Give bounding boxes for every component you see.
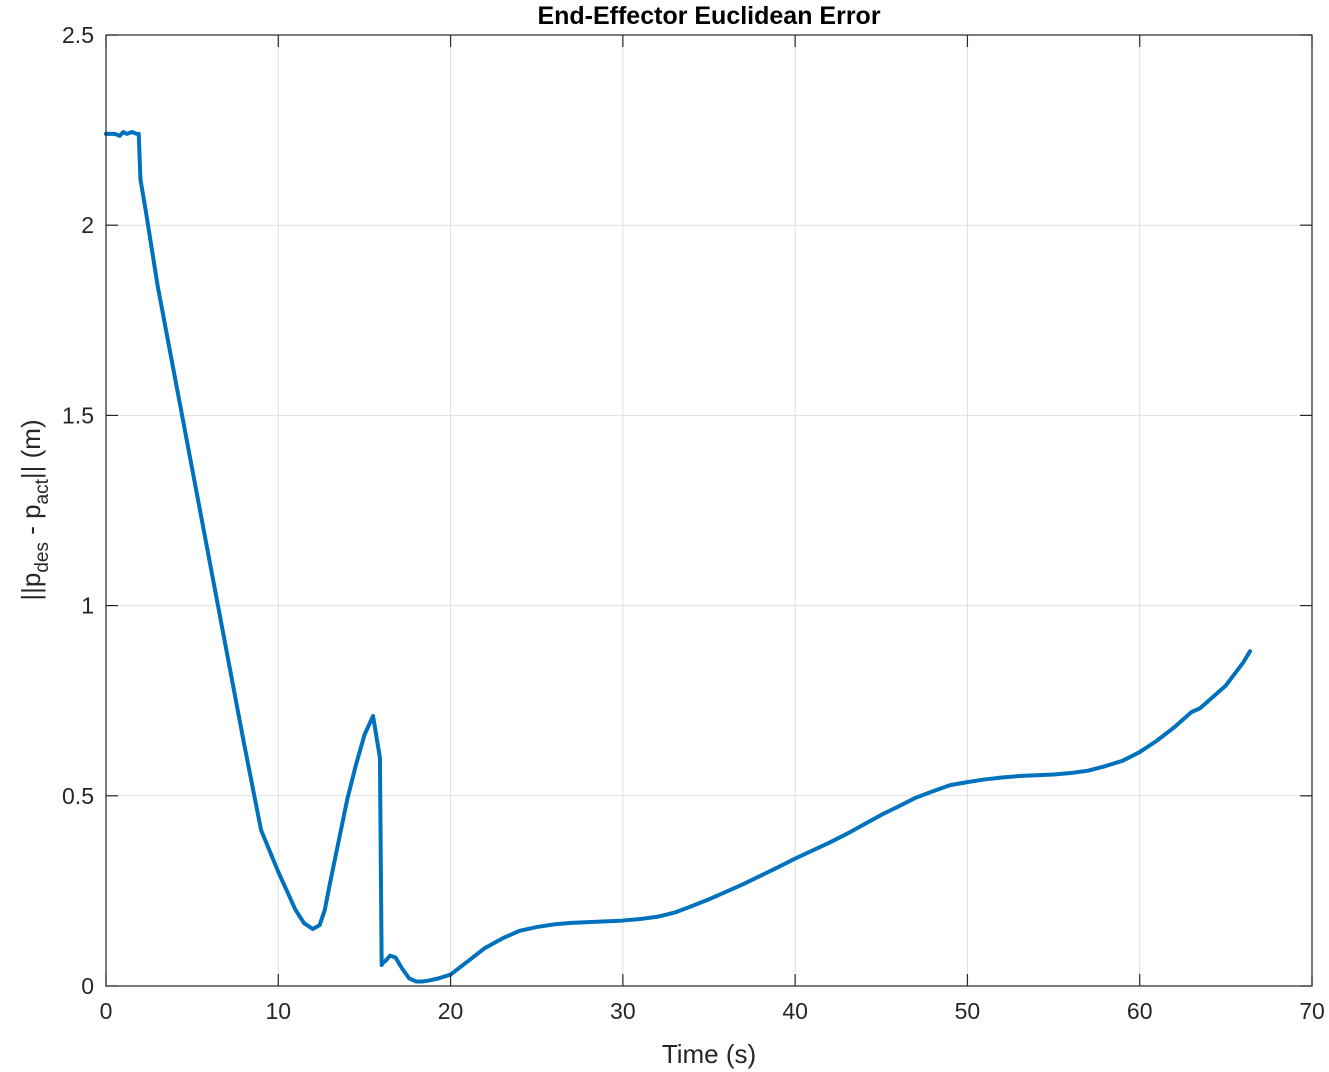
y-axis-label: ||pdes - pact|| (m) [16,419,53,600]
x-tick-label: 70 [1299,998,1325,1024]
x-tick-label: 50 [955,998,981,1024]
y-axis-label-suffix: || (m) [16,419,46,479]
x-tick-labels: 0 10 20 30 40 50 60 70 [100,998,1325,1024]
y-axis-label-sub-act: act [32,478,53,504]
y-axis-label-sub-des: des [32,542,53,573]
y-tick-label: 0 [81,973,94,999]
chart-title: End-Effector Euclidean Error [537,2,880,30]
grid-lines [106,35,1312,986]
y-tick-label: 2.5 [62,22,94,48]
y-axis-label-middle: - p [16,504,46,542]
tick-marks [105,34,1313,987]
series-line [104,130,1252,984]
x-tick-label: 10 [265,998,291,1024]
y-tick-label: 0.5 [62,783,94,809]
x-axis-label: Time (s) [662,1039,756,1069]
x-tick-label: 0 [100,998,113,1024]
y-tick-label: 1 [81,593,94,619]
series-layer [104,130,1252,984]
axes-box [105,34,1313,987]
plot-area [106,35,1312,986]
x-tick-label: 40 [782,998,808,1024]
y-tick-label: 1.5 [62,402,94,428]
x-tick-label: 60 [1127,998,1153,1024]
x-tick-label: 30 [610,998,636,1024]
y-axis-label-prefix: ||p [16,573,46,601]
x-tick-label: 20 [438,998,464,1024]
y-tick-labels: 0 0.5 1 1.5 2 2.5 [62,22,94,999]
y-tick-label: 2 [81,212,94,238]
